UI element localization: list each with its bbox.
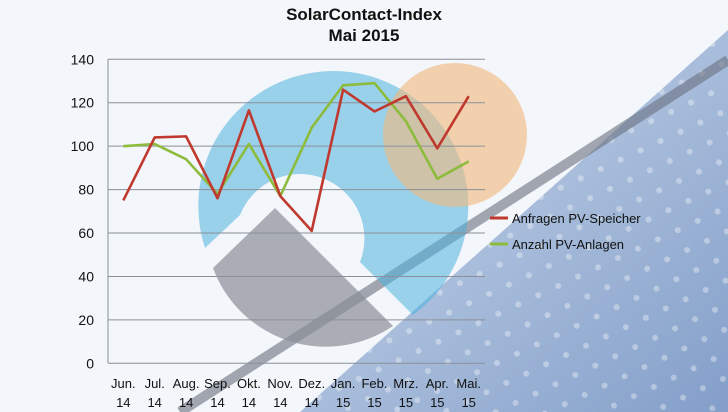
x-tick-label-year: 15 bbox=[461, 395, 475, 410]
x-tick-label-year: 15 bbox=[430, 395, 444, 410]
chart-subtitle: Mai 2015 bbox=[328, 26, 400, 45]
x-tick-label-month: Aug. bbox=[173, 376, 200, 391]
legend-label: Anfragen PV-Speicher bbox=[512, 211, 641, 226]
chart-title: SolarContact-Index bbox=[286, 5, 442, 24]
x-tick-label-year: 14 bbox=[210, 395, 224, 410]
x-tick-label-month: Nov. bbox=[267, 376, 293, 391]
x-tick-label-year: 15 bbox=[399, 395, 413, 410]
x-tick-label-year: 15 bbox=[367, 395, 381, 410]
x-tick-label-year: 14 bbox=[304, 395, 318, 410]
y-tick-label: 80 bbox=[78, 182, 94, 198]
x-tick-label-month: Mrz. bbox=[393, 376, 418, 391]
series-line-anzahl-pv-anlagen bbox=[123, 81, 470, 198]
y-tick-label: 100 bbox=[71, 138, 95, 154]
y-tick-label: 20 bbox=[78, 312, 94, 328]
x-tick-label-year: 14 bbox=[242, 395, 256, 410]
x-tick-label-month: Dez. bbox=[298, 376, 325, 391]
x-tick-label-month: Feb. bbox=[361, 376, 387, 391]
legend-label: Anzahl PV-Anlagen bbox=[512, 237, 624, 252]
x-tick-label-month: Apr. bbox=[426, 376, 449, 391]
y-tick-label: 0 bbox=[86, 355, 94, 371]
x-tick-label-month: Jul. bbox=[145, 376, 165, 391]
y-tick-label: 60 bbox=[78, 225, 94, 241]
orange-logo-circle bbox=[383, 63, 527, 207]
y-tick-label: 40 bbox=[78, 268, 94, 284]
x-tick-label-month: Jan. bbox=[331, 376, 356, 391]
x-tick-label-year: 14 bbox=[116, 395, 130, 410]
x-tick-label-year: 14 bbox=[179, 395, 193, 410]
x-tick-label-year: 14 bbox=[147, 395, 161, 410]
gray-logo-sector bbox=[213, 208, 393, 347]
y-tick-label: 140 bbox=[71, 51, 95, 67]
x-tick-label-year: 14 bbox=[273, 395, 287, 410]
x-tick-label-year: 15 bbox=[336, 395, 350, 410]
y-tick-label: 120 bbox=[71, 95, 95, 111]
x-tick-label-month: Mai. bbox=[456, 376, 481, 391]
x-tick-label-month: Okt. bbox=[237, 376, 261, 391]
x-tick-label-month: Jun. bbox=[111, 376, 136, 391]
x-tick-label-month: Sep. bbox=[204, 376, 231, 391]
series-line-anfragen-pv-speicher bbox=[122, 88, 470, 233]
